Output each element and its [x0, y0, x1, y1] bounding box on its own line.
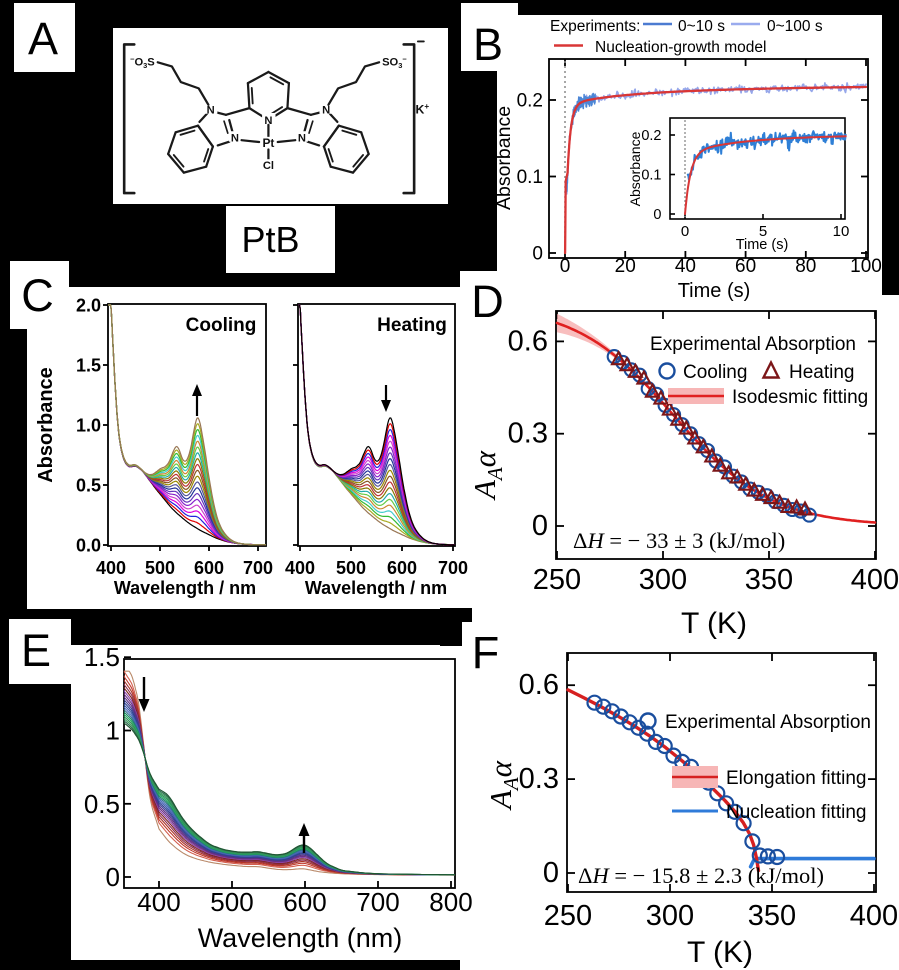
svg-text:Wavelength (nm): Wavelength (nm): [198, 923, 403, 953]
svg-text:N: N: [231, 133, 239, 145]
svg-text:700: 700: [243, 558, 273, 578]
svg-text:AAα: AAα: [467, 450, 507, 501]
svg-text:0.3: 0.3: [508, 418, 548, 450]
svg-text:PtB: PtB: [241, 219, 299, 260]
svg-text:Elongation fitting: Elongation fitting: [726, 768, 867, 789]
svg-text:300: 300: [646, 900, 694, 932]
svg-text:600: 600: [194, 558, 224, 578]
svg-text:700: 700: [356, 887, 399, 917]
svg-text:−O3S: −O3S: [130, 55, 155, 70]
svg-text:0.2: 0.2: [641, 128, 661, 144]
svg-text:300: 300: [639, 564, 687, 596]
svg-text:0: 0: [681, 223, 689, 240]
svg-text:B: B: [473, 19, 503, 70]
svg-text:Absorbance: Absorbance: [35, 367, 57, 483]
svg-text:1.5: 1.5: [84, 642, 120, 672]
svg-text:100: 100: [850, 256, 882, 277]
svg-text:AAα: AAα: [483, 760, 523, 811]
svg-text:0.2: 0.2: [517, 91, 543, 112]
svg-text:ΔH = − 33 ± 3 (kJ/mol): ΔH = − 33 ± 3 (kJ/mol): [573, 528, 785, 553]
svg-text:Wavelength / nm: Wavelength / nm: [305, 578, 447, 598]
svg-text:Experiments:: Experiments:: [550, 18, 640, 35]
svg-text:ΔH = − 15.8 ± 2.3 (kJ/mol): ΔH = − 15.8 ± 2.3 (kJ/mol): [578, 863, 824, 888]
svg-text:F: F: [472, 627, 500, 678]
svg-text:C: C: [21, 270, 54, 321]
svg-text:Experimental Absorption: Experimental Absorption: [665, 712, 871, 733]
svg-text:N: N: [298, 133, 306, 145]
svg-text:0: 0: [532, 510, 548, 542]
svg-text:T (K): T (K): [687, 936, 753, 969]
svg-text:0.0: 0.0: [76, 536, 101, 556]
svg-text:Wavelength / nm: Wavelength / nm: [114, 578, 256, 598]
svg-text:1: 1: [106, 716, 120, 746]
svg-text:500: 500: [210, 887, 253, 917]
svg-text:0: 0: [106, 862, 120, 892]
svg-text:700: 700: [438, 558, 468, 578]
svg-text:Experimental Absorption: Experimental Absorption: [650, 334, 856, 355]
svg-text:80: 80: [795, 256, 816, 277]
svg-text:Time (s): Time (s): [678, 280, 751, 302]
svg-text:0.5: 0.5: [76, 476, 101, 496]
svg-text:1.5: 1.5: [76, 356, 101, 376]
svg-text:0: 0: [532, 244, 543, 265]
svg-text:0.6: 0.6: [519, 669, 559, 701]
svg-text:Absorbance: Absorbance: [627, 131, 643, 206]
svg-text:800: 800: [429, 887, 472, 917]
svg-text:250: 250: [544, 900, 592, 932]
svg-text:2.0: 2.0: [76, 296, 101, 316]
svg-text:0.5: 0.5: [84, 789, 120, 819]
svg-text:500: 500: [145, 558, 175, 578]
svg-text:350: 350: [745, 564, 793, 596]
svg-text:600: 600: [283, 887, 326, 917]
svg-text:0.3: 0.3: [519, 763, 559, 795]
svg-text:0.1: 0.1: [641, 168, 661, 184]
svg-text:E: E: [21, 625, 51, 676]
svg-text:Nucleation-growth model: Nucleation-growth model: [595, 39, 766, 56]
svg-text:T (K): T (K): [681, 607, 747, 640]
svg-text:40: 40: [675, 256, 696, 277]
svg-text:0: 0: [543, 857, 559, 889]
svg-text:250: 250: [533, 564, 581, 596]
svg-text:Isodesmic fitting: Isodesmic fitting: [732, 387, 868, 408]
svg-text:0: 0: [653, 207, 661, 223]
svg-text:60: 60: [735, 256, 756, 277]
svg-text:Time (s): Time (s): [736, 237, 789, 253]
svg-text:Heating: Heating: [377, 315, 447, 336]
svg-text:400: 400: [96, 558, 126, 578]
svg-text:D: D: [471, 276, 504, 327]
svg-text:400: 400: [851, 564, 899, 596]
svg-text:400: 400: [850, 900, 898, 932]
svg-text:10: 10: [833, 223, 850, 240]
svg-text:SO3−: SO3−: [382, 55, 407, 70]
svg-text:20: 20: [615, 256, 636, 277]
svg-text:350: 350: [748, 900, 796, 932]
svg-text:5: 5: [759, 223, 767, 240]
svg-text:N: N: [207, 105, 215, 117]
svg-text:Pt: Pt: [262, 136, 274, 150]
svg-text:N: N: [322, 105, 330, 117]
svg-text:Heating: Heating: [789, 362, 855, 383]
svg-text:Nucleation fitting: Nucleation fitting: [726, 802, 866, 823]
svg-text:0.6: 0.6: [508, 325, 548, 357]
svg-text:0~100 s: 0~100 s: [767, 18, 823, 35]
svg-text:Cl: Cl: [263, 160, 274, 172]
svg-text:400: 400: [137, 887, 180, 917]
svg-text:1.0: 1.0: [76, 416, 101, 436]
svg-text:Absorbance: Absorbance: [493, 106, 515, 210]
svg-text:500: 500: [336, 558, 366, 578]
svg-text:Absorbance: Absorbance: [45, 708, 72, 836]
svg-text:400: 400: [285, 558, 315, 578]
svg-text:Cooling: Cooling: [683, 362, 747, 383]
svg-text:N: N: [264, 115, 272, 127]
svg-text:0: 0: [560, 256, 571, 277]
svg-text:0~10 s: 0~10 s: [678, 18, 725, 35]
svg-text:0.1: 0.1: [517, 167, 543, 188]
svg-text:A: A: [28, 13, 58, 64]
svg-text:600: 600: [387, 558, 417, 578]
svg-text:Cooling: Cooling: [186, 315, 257, 336]
